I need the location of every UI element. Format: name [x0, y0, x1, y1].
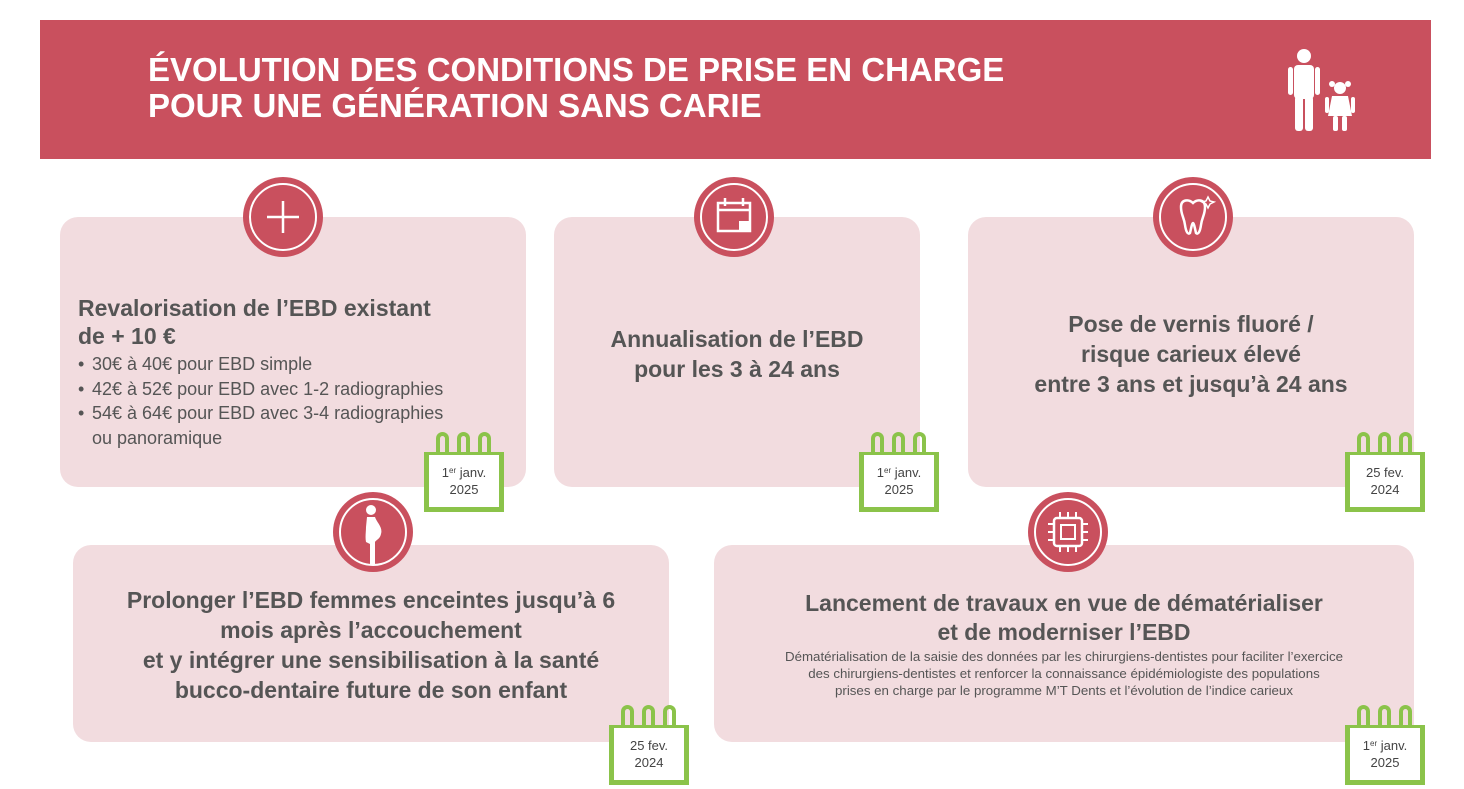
card-1-list: 30€ à 40€ pour EBD simple 42€ à 52€ pour…: [78, 352, 443, 450]
chip-icon: [1028, 492, 1108, 572]
card-annualisation: Annualisation de l’EBD pour les 3 à 24 a…: [554, 217, 920, 487]
card-3-title-line-1: Pose de vernis fluoré /: [1068, 311, 1314, 337]
card-5-desc-line-1: Dématérialisation de la saisie des donné…: [784, 649, 1343, 664]
date-day-month: 25 fev.: [629, 738, 669, 753]
card-3-title-line-3: entre 3 ans et jusqu’à 24 ans: [1034, 371, 1348, 397]
calendar-badge-card-5: 1er janv. 2025: [1345, 705, 1425, 785]
tooth-icon: [1153, 177, 1233, 257]
list-item: ou panoramique: [92, 427, 223, 448]
card-2-title: Annualisation de l’EBD pour les 3 à 24 a…: [554, 324, 920, 384]
card-femmes-enceintes: Prolonger l’EBD femmes enceintes jusqu’à…: [73, 545, 669, 742]
date-day: 1: [1362, 738, 1370, 753]
card-4-title-line-3: et y intégrer une sensibilisation à la s…: [142, 647, 600, 673]
card-5-title: Lancement de travaux en vue de dématéria…: [714, 589, 1414, 647]
date-year: 2024: [1370, 482, 1400, 497]
calendar-badge-card-1: 1er janv. 2025: [424, 432, 504, 512]
date-year: 2025: [1370, 755, 1400, 770]
card-2-title-line-2: pour les 3 à 24 ans: [634, 356, 840, 382]
list-item: 54€ à 64€ pour EBD avec 3-4 radiographie…: [78, 401, 443, 426]
card-vernis-fluore: Pose de vernis fluoré / risque carieux é…: [968, 217, 1414, 487]
date-ordinal: er: [884, 466, 892, 475]
card-ebd-revalorisation: Revalorisation de l’EBD existant de + 10…: [60, 217, 526, 487]
family-icon: [1288, 49, 1355, 131]
date-day-month: 25 fev.: [1365, 465, 1405, 480]
list-item: 30€ à 40€ pour EBD simple: [78, 352, 443, 377]
card-4-title: Prolonger l’EBD femmes enceintes jusqu’à…: [73, 585, 669, 705]
card-5-desc-line-3: prises en charge par le programme M’T De…: [835, 683, 1293, 698]
card-5-description: Dématérialisation de la saisie des donné…: [714, 648, 1414, 699]
card-2-title-line-1: Annualisation de l’EBD: [610, 326, 864, 352]
card-1-title: Revalorisation de l’EBD existant de + 10…: [78, 294, 431, 350]
calendar-badge-card-4: 25 fev. 2024: [609, 705, 689, 785]
page-title-line-1: ÉVOLUTION DES CONDITIONS DE PRISE EN CHA…: [148, 51, 1005, 88]
card-5-title-line-2: et de moderniser l’EBD: [937, 619, 1191, 645]
card-3-title: Pose de vernis fluoré / risque carieux é…: [968, 309, 1414, 399]
card-4-title-line-4: bucco-dentaire future de son enfant: [174, 677, 568, 703]
date-month: janv.: [456, 465, 487, 480]
calendar-icon: [694, 177, 774, 257]
date-year: 2025: [884, 482, 914, 497]
list-item: 42€ à 52€ pour EBD avec 1-2 radiographie…: [78, 377, 443, 402]
card-1-title-line-2: de + 10 €: [78, 323, 176, 349]
card-3-title-line-2: risque carieux élevé: [1081, 341, 1301, 367]
card-5-desc-line-2: des chirurgiens-dentistes et renforcer l…: [808, 666, 1320, 681]
card-1-title-line-1: Revalorisation de l’EBD existant: [78, 295, 431, 321]
page-title: ÉVOLUTION DES CONDITIONS DE PRISE EN CHA…: [148, 52, 1004, 124]
date-ordinal: er: [1370, 739, 1378, 748]
date-day: 1: [441, 465, 449, 480]
date-year: 2024: [634, 755, 664, 770]
page-title-line-2: POUR UNE GÉNÉRATION SANS CARIE: [148, 87, 762, 124]
date-year: 2025: [449, 482, 479, 497]
date-ordinal: er: [449, 466, 457, 475]
date-month: janv.: [1377, 738, 1408, 753]
card-5-title-line-1: Lancement de travaux en vue de dématéria…: [805, 590, 1323, 616]
card-4-title-line-1: Prolonger l’EBD femmes enceintes jusqu’à…: [126, 587, 616, 613]
calendar-badge-card-2: 1er janv. 2025: [859, 432, 939, 512]
card-dematerialisation: Lancement de travaux en vue de dématéria…: [714, 545, 1414, 742]
header-banner: ÉVOLUTION DES CONDITIONS DE PRISE EN CHA…: [40, 20, 1431, 159]
pregnant-woman-icon: [333, 492, 413, 572]
card-4-title-line-2: mois après l’accouchement: [220, 617, 522, 643]
calendar-badge-card-3: 25 fev. 2024: [1345, 432, 1425, 512]
plus-icon: [243, 177, 323, 257]
date-month: janv.: [891, 465, 922, 480]
date-day: 1: [876, 465, 884, 480]
